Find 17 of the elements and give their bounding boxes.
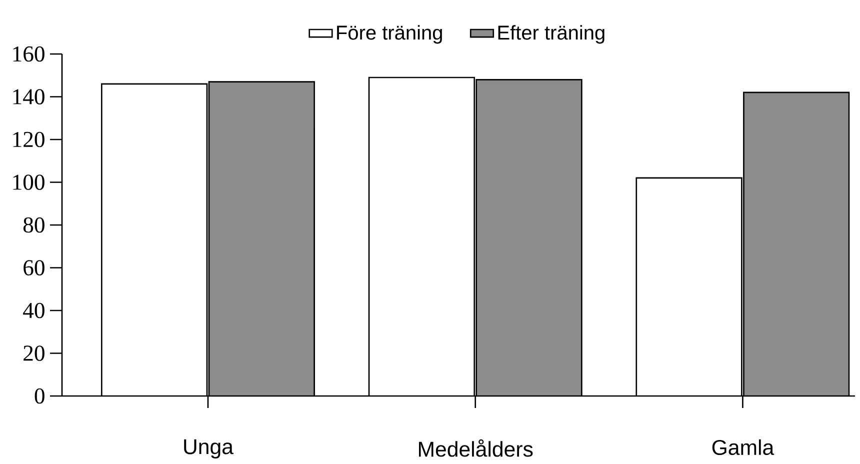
x-tick-label: Medelålders xyxy=(419,439,533,457)
y-tick-label: 140 xyxy=(13,89,44,104)
y-tick-label: 20 xyxy=(24,346,44,361)
bar xyxy=(476,80,582,396)
y-tick-label: 100 xyxy=(13,174,44,190)
bar xyxy=(208,82,314,396)
y-tick-label: 0 xyxy=(34,388,44,404)
x-tick-label: Gamla xyxy=(712,439,774,456)
y-tick-label: 160 xyxy=(13,46,44,62)
legend-label: Efter träning xyxy=(498,25,604,44)
legend-label: Före träning xyxy=(337,25,442,44)
x-tick-label: Unga xyxy=(184,439,234,458)
y-tick-label: 120 xyxy=(13,132,44,148)
bar xyxy=(743,92,850,396)
y-tick-label: 60 xyxy=(24,260,44,276)
y-tick-label: 80 xyxy=(23,217,44,233)
y-tick-label: 40 xyxy=(23,302,44,318)
